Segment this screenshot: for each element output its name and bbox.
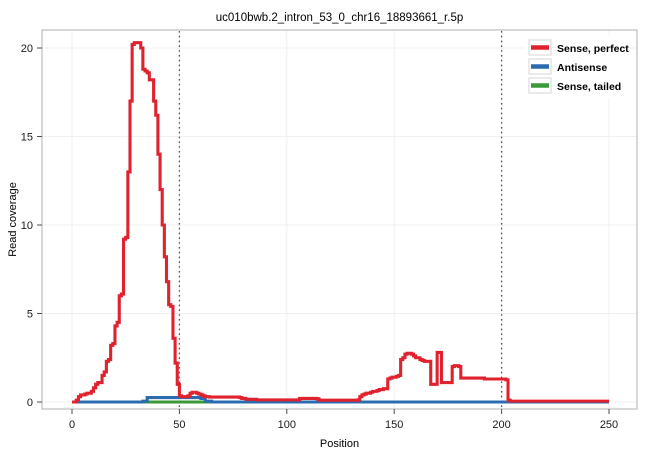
chart-title: uc010bwb.2_intron_53_0_chr16_18893661_r.… xyxy=(216,12,463,24)
x-tick-label: 150 xyxy=(385,419,403,431)
series-group xyxy=(72,41,609,404)
legend-item-sense-tailed[interactable]: Sense, tailed xyxy=(528,77,621,94)
x-tick-label: 250 xyxy=(600,419,618,431)
legend-label-sense-perfect: Sense, perfect xyxy=(557,43,629,55)
y-tick-label: 10 xyxy=(21,220,33,232)
legend: Sense, perfect Antisense Sense, tailed xyxy=(525,35,629,98)
x-tick-label: 100 xyxy=(278,419,296,431)
x-tick-label: 50 xyxy=(173,419,185,431)
y-tick-label: 0 xyxy=(27,397,33,409)
legend-item-sense-perfect[interactable]: Sense, perfect xyxy=(528,39,629,56)
x-tick-label: 0 xyxy=(69,419,75,431)
series-line-sense-perfect xyxy=(72,41,609,404)
y-tick-label: 15 xyxy=(21,132,33,144)
axes: 0 50 100 150 200 250 0 5 10 15 20 xyxy=(21,43,618,431)
x-tick-label: 200 xyxy=(492,419,510,431)
series-line-antisense xyxy=(72,396,609,404)
legend-item-antisense[interactable]: Antisense xyxy=(528,58,607,75)
legend-label-sense-tailed: Sense, tailed xyxy=(557,81,621,93)
legend-label-antisense: Antisense xyxy=(557,62,607,74)
plot-panel-border xyxy=(41,29,638,410)
annotation-lines xyxy=(178,31,503,408)
y-axis-label: Read coverage xyxy=(7,182,19,257)
x-axis-label: Position xyxy=(320,438,359,450)
y-tick-label: 20 xyxy=(21,43,33,55)
y-tick-label: 5 xyxy=(27,309,33,321)
